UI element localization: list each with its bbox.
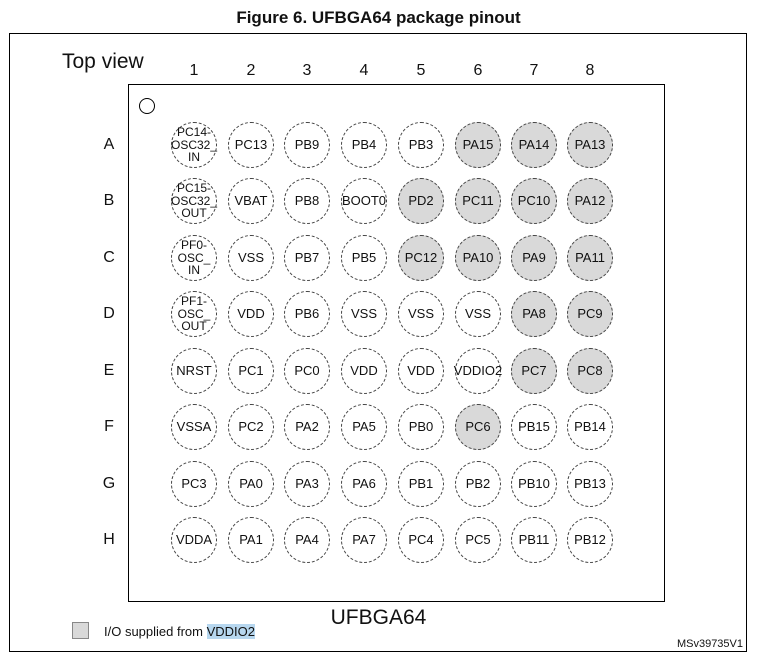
row-label-C: C [103,249,115,266]
ball-E1: NRST [171,348,217,394]
row-label-H: H [103,531,115,548]
ball-D4: VSS [341,291,387,337]
ball-D8: PC9 [567,291,613,337]
document-reference: MSv39735V1 [676,638,743,650]
figure-title: Figure 6. UFBGA64 package pinout [236,8,521,27]
ball-G6: PB2 [455,461,501,507]
ball-D7: PA8 [511,291,557,337]
ball-C5: PC12 [398,235,444,281]
ball-C3: PB7 [284,235,330,281]
ball-D1: PF1- OSC_ OUT [171,291,217,337]
package-name: UFBGA64 [330,606,427,629]
ball-B2: VBAT [228,178,274,224]
ball-A7: PA14 [511,122,557,168]
ball-E6: VDDIO2 [454,348,502,394]
ball-G8: PB13 [567,461,613,507]
ball-E2: PC1 [228,348,274,394]
column-label-7: 7 [529,62,539,79]
ball-C1: PF0- OSC_ IN [171,235,217,281]
ball-A8: PA13 [567,122,613,168]
ball-C6: PA10 [455,235,501,281]
ball-B3: PB8 [284,178,330,224]
ball-A6: PA15 [455,122,501,168]
row-label-F: F [104,418,114,435]
ball-F2: PC2 [228,404,274,450]
pin1-marker-icon [139,98,155,114]
ball-A3: PB9 [284,122,330,168]
ball-C4: PB5 [341,235,387,281]
ball-F7: PB15 [511,404,557,450]
ball-F6: PC6 [455,404,501,450]
ball-A5: PB3 [398,122,444,168]
ball-H4: PA7 [341,517,387,563]
ball-E4: VDD [341,348,387,394]
ball-H6: PC5 [455,517,501,563]
column-label-1: 1 [189,62,199,79]
ball-A1: PC14- OSC32_ IN [171,122,217,168]
ball-F4: PA5 [341,404,387,450]
ball-D2: VDD [228,291,274,337]
column-label-8: 8 [585,62,595,79]
ball-H7: PB11 [511,517,557,563]
ball-B6: PC11 [455,178,501,224]
ball-F8: PB14 [567,404,613,450]
ball-C8: PA11 [567,235,613,281]
ball-E7: PC7 [511,348,557,394]
row-label-E: E [103,362,115,379]
ball-H3: PA4 [284,517,330,563]
ball-F5: PB0 [398,404,444,450]
ball-B5: PD2 [398,178,444,224]
column-label-6: 6 [473,62,483,79]
ball-H1: VDDA [171,517,217,563]
ball-D5: VSS [398,291,444,337]
ball-C2: VSS [228,235,274,281]
view-label: Top view [62,50,144,73]
ball-A2: PC13 [228,122,274,168]
ball-G5: PB1 [398,461,444,507]
column-label-3: 3 [302,62,312,79]
ball-G2: PA0 [228,461,274,507]
legend-text: I/O supplied from VDDIO2 [104,624,256,639]
row-label-B: B [103,192,115,209]
row-label-D: D [103,305,115,322]
ball-B7: PC10 [511,178,557,224]
column-label-4: 4 [359,62,369,79]
ball-G7: PB10 [511,461,557,507]
ball-C7: PA9 [511,235,557,281]
ball-A4: PB4 [341,122,387,168]
row-label-G: G [102,475,116,492]
ball-G4: PA6 [341,461,387,507]
ball-B4: BOOT0 [341,178,387,224]
ball-F3: PA2 [284,404,330,450]
ball-D3: PB6 [284,291,330,337]
package-outline [128,84,665,602]
ball-E5: VDD [398,348,444,394]
legend-prefix: I/O supplied from [104,624,207,639]
ball-D6: VSS [455,291,501,337]
figure-frame [9,33,747,652]
ball-B8: PA12 [567,178,613,224]
ball-F1: VSSA [171,404,217,450]
ball-E8: PC8 [567,348,613,394]
column-label-5: 5 [416,62,426,79]
ball-H5: PC4 [398,517,444,563]
ball-B1: PC15- OSC32_ OUT [171,178,217,224]
ball-H2: PA1 [228,517,274,563]
ball-H8: PB12 [567,517,613,563]
legend-swatch [72,622,89,639]
column-label-2: 2 [246,62,256,79]
legend-highlight: VDDIO2 [206,624,256,639]
ball-G3: PA3 [284,461,330,507]
row-label-A: A [103,136,115,153]
ball-G1: PC3 [171,461,217,507]
ball-E3: PC0 [284,348,330,394]
